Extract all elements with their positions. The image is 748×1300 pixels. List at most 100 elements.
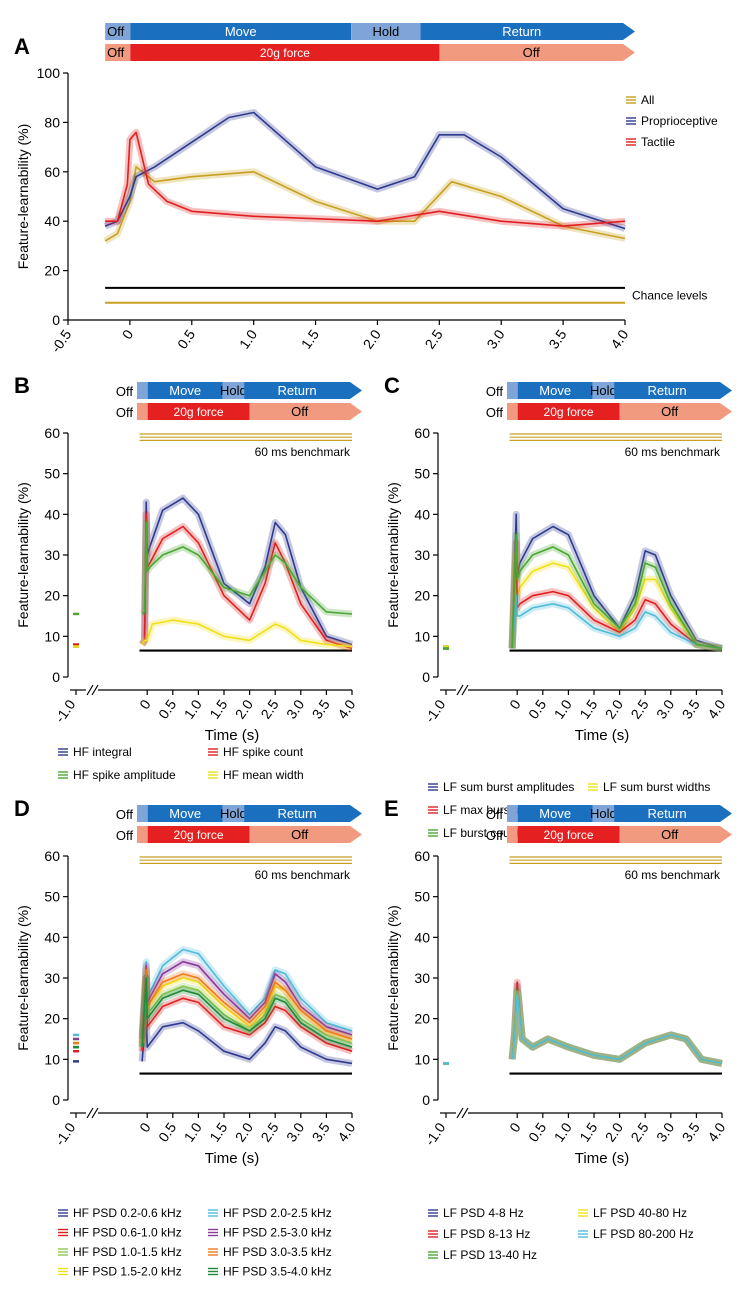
phase-off-label: Off	[486, 384, 503, 399]
phase-segment	[506, 826, 518, 843]
series-line	[511, 594, 723, 650]
x-tick-label: 4.0	[704, 1119, 728, 1144]
y-tick-label: 10	[414, 628, 430, 644]
phase-label: Return	[648, 806, 687, 821]
force-band: Off 20g force Off	[105, 44, 635, 61]
y-axis-label: Feature-learnability (%)	[15, 905, 31, 1051]
x-tick-label: -1.0	[422, 1119, 449, 1148]
y-axis-label: Feature-learnability (%)	[385, 482, 401, 628]
panel-letter: C	[384, 373, 400, 398]
phase-segment	[517, 403, 620, 420]
panel-A: A 0 20 40 60 80 100 Feature-learnability (%) -0.…	[14, 34, 718, 355]
phase-segment	[244, 382, 362, 399]
series-line	[104, 111, 626, 230]
panel-letter: A	[14, 34, 30, 59]
phase-label: Off	[661, 827, 678, 842]
phase-segment	[420, 23, 635, 40]
x-tick-label: 4.0	[607, 326, 631, 351]
x-axis-label: Time (s)	[205, 727, 259, 744]
legend-label: Proprioceptive	[641, 114, 718, 128]
x-tick-label: 2.5	[627, 696, 651, 721]
y-tick-label: 10	[44, 628, 60, 644]
phase-segment	[614, 805, 732, 822]
phase-label: Hold	[590, 806, 617, 821]
phase-segment	[592, 805, 615, 822]
phase-label: 20g force	[544, 405, 594, 419]
series-line	[511, 985, 723, 1065]
x-tick-label: 3.0	[283, 1119, 307, 1144]
phase-label: Hold	[220, 383, 247, 398]
x-tick-label: 0.5	[155, 696, 179, 721]
x-tick-label: 1.5	[576, 1119, 600, 1144]
y-axis-label: Feature-learnability (%)	[15, 482, 31, 628]
y-tick-label: 0	[52, 312, 60, 328]
x-tick-label: 2.0	[360, 326, 384, 351]
series-band	[508, 986, 723, 1067]
y-tick-label: 80	[44, 114, 60, 130]
phase-off-label: Off	[486, 807, 503, 822]
phase-segment	[147, 403, 250, 420]
series-line	[141, 948, 353, 1035]
axis-break-mark	[461, 684, 469, 696]
phase-segment	[249, 403, 362, 420]
x-tick-label: 2.0	[602, 1119, 626, 1144]
legend-label: LF sum burst widths	[603, 780, 710, 794]
x-tick-label: 2.0	[232, 696, 256, 721]
y-tick-label: 10	[44, 1051, 60, 1067]
legend-label: HF PSD 1.5-2.0 kHz	[73, 1265, 182, 1279]
x-tick-label: 0	[136, 1119, 154, 1135]
legend-label: HF PSD 1.0-1.5 kHz	[73, 1245, 182, 1259]
phase-label: Move	[169, 806, 201, 821]
benchmark-label: 60 ms benchmark	[255, 868, 351, 882]
series-line	[511, 542, 723, 650]
y-tick-label: 20	[414, 588, 430, 604]
y-tick-label: 60	[414, 425, 430, 441]
legend-label: HF PSD 3.5-4.0 kHz	[223, 1265, 332, 1279]
legend-label: LF PSD 13-40 Hz	[443, 1248, 537, 1262]
x-tick-label: 3.5	[679, 1119, 703, 1144]
phase-segment	[249, 826, 362, 843]
series-line	[104, 166, 626, 242]
series-line	[141, 973, 353, 1048]
y-tick-label: 50	[414, 466, 430, 482]
x-tick-label: 1.5	[576, 696, 600, 721]
legend-label: HF PSD 2.0-2.5 kHz	[223, 1206, 332, 1220]
y-tick-label: 30	[414, 547, 430, 563]
phase-band: Move Hold Return	[506, 382, 732, 399]
phase-label: Off	[107, 24, 124, 39]
y-axis-label: Feature-learnability (%)	[385, 905, 401, 1051]
phase-segment	[506, 382, 518, 399]
phase-label: Hold	[590, 383, 617, 398]
y-tick-label: 60	[44, 848, 60, 864]
force-off-label: Off	[116, 828, 133, 843]
x-tick-label: 4.0	[704, 696, 728, 721]
y-tick-label: 60	[414, 848, 430, 864]
y-tick-label: 20	[414, 1011, 430, 1027]
phase-segment	[147, 826, 250, 843]
legend-label: HF PSD 3.0-3.5 kHz	[223, 1245, 332, 1259]
phase-segment	[136, 403, 148, 420]
x-tick-label: 2.0	[232, 1119, 256, 1144]
phase-label: Off	[661, 404, 678, 419]
x-tick-label: 1.0	[181, 696, 205, 721]
phase-band: Off Move Hold Return	[105, 23, 635, 40]
phase-segment	[619, 826, 732, 843]
phase-segment	[130, 23, 352, 40]
force-band: 20g force Off	[506, 826, 732, 843]
x-tick-label: 2.5	[422, 326, 446, 351]
legend-label: HF PSD 0.2-0.6 kHz	[73, 1206, 182, 1220]
y-tick-label: 60	[44, 425, 60, 441]
legend-label: HF PSD 0.6-1.0 kHz	[73, 1226, 182, 1240]
panel-C: C Off Off 0 10 20 30 40 50 60 Feature-learnability…	[384, 373, 729, 840]
x-tick-label: 2.5	[257, 1119, 281, 1144]
y-tick-label: 30	[44, 547, 60, 563]
series-line	[141, 521, 353, 615]
x-axis-label: Time (s)	[575, 727, 629, 744]
y-tick-label: 30	[44, 970, 60, 986]
phase-band: Move Hold Return	[506, 805, 732, 822]
phase-segment	[147, 805, 223, 822]
x-tick-label: -1.0	[52, 1119, 79, 1148]
phase-segment	[439, 44, 635, 61]
benchmark-label: 60 ms benchmark	[625, 445, 721, 459]
phase-label: Off	[291, 404, 308, 419]
